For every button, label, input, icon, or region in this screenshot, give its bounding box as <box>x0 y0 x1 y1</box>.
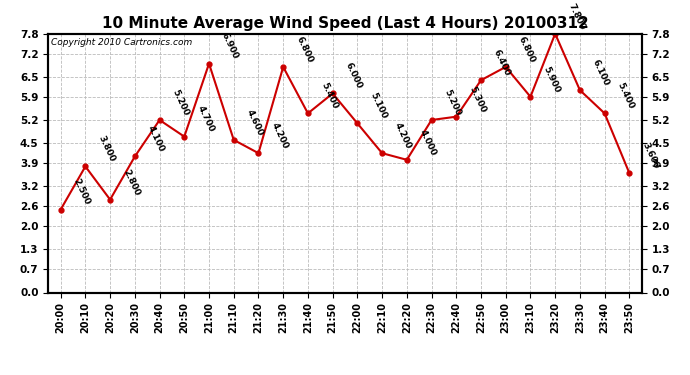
Text: 6.900: 6.900 <box>220 32 240 61</box>
Text: 4.600: 4.600 <box>245 108 265 137</box>
Text: 4.200: 4.200 <box>393 121 413 150</box>
Text: 2.800: 2.800 <box>121 168 141 197</box>
Text: Copyright 2010 Cartronics.com: Copyright 2010 Cartronics.com <box>51 38 193 46</box>
Text: 3.600: 3.600 <box>640 141 660 170</box>
Text: 6.000: 6.000 <box>344 62 364 91</box>
Title: 10 Minute Average Wind Speed (Last 4 Hours) 20100312: 10 Minute Average Wind Speed (Last 4 Hou… <box>101 16 589 31</box>
Text: 4.100: 4.100 <box>146 124 166 154</box>
Text: 6.400: 6.400 <box>492 48 512 77</box>
Text: 6.800: 6.800 <box>295 35 315 64</box>
Text: 5.400: 5.400 <box>615 81 635 111</box>
Text: 5.300: 5.300 <box>467 85 487 114</box>
Text: 6.800: 6.800 <box>517 35 537 64</box>
Text: 5.100: 5.100 <box>368 91 388 120</box>
Text: 6.100: 6.100 <box>591 58 611 87</box>
Text: 5.200: 5.200 <box>170 88 190 117</box>
Text: 5.400: 5.400 <box>319 81 339 111</box>
Text: 4.700: 4.700 <box>195 104 215 134</box>
Text: 5.900: 5.900 <box>542 64 562 94</box>
Text: 5.200: 5.200 <box>443 88 463 117</box>
Text: 4.200: 4.200 <box>270 121 290 150</box>
Text: 2.500: 2.500 <box>72 177 92 207</box>
Text: 7.800: 7.800 <box>566 2 586 31</box>
Text: 4.000: 4.000 <box>418 128 438 157</box>
Text: 3.800: 3.800 <box>97 134 117 164</box>
